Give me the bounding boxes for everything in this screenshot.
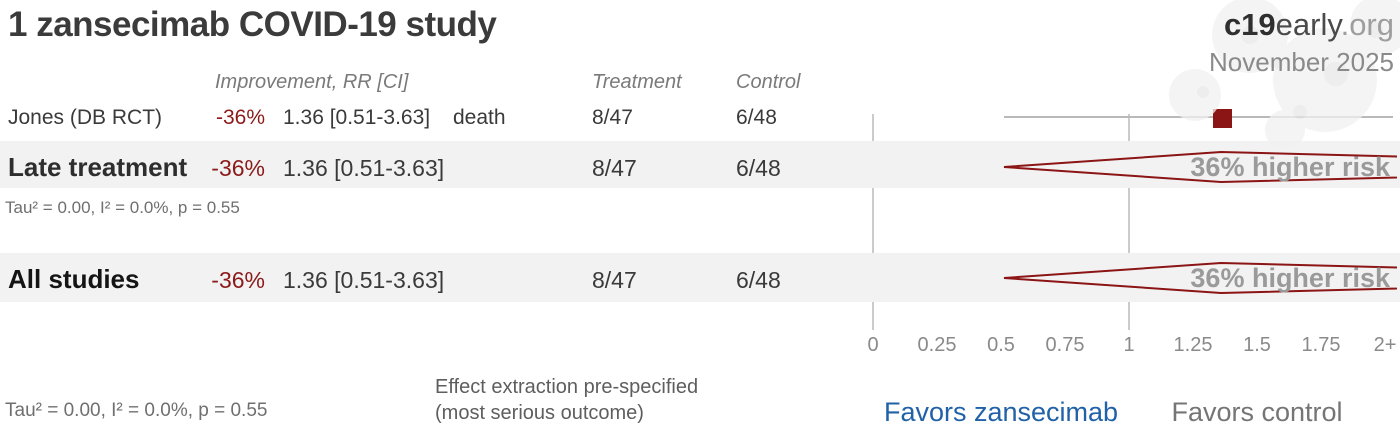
all-rr-ci: 1.36 [0.51-3.63] bbox=[283, 267, 445, 293]
summary-row-all bbox=[0, 253, 1400, 302]
favors-treatment-label: Favors zansecimab bbox=[883, 397, 1119, 427]
axis-tick-025: 0.25 bbox=[917, 334, 957, 356]
gridline-rr-0 bbox=[872, 114, 874, 330]
study-point-estimate-marker bbox=[1213, 109, 1232, 128]
footnote-line1: Effect extraction pre-specified bbox=[435, 376, 699, 398]
gridline-rr-1 bbox=[1128, 114, 1130, 330]
late-control-events: 6/48 bbox=[736, 155, 781, 181]
favors-control-label: Favors control bbox=[1171, 397, 1343, 427]
study-outcome: death bbox=[453, 106, 506, 129]
summary-row-late bbox=[0, 141, 1400, 188]
footnote-line2: (most serious outcome) bbox=[435, 402, 644, 424]
brand-org: .org bbox=[1340, 7, 1394, 42]
study-control-events: 6/48 bbox=[736, 106, 777, 129]
all-summary-diamond-icon bbox=[1003, 261, 1397, 295]
axis-tick-2plus: 2+ bbox=[1373, 334, 1397, 356]
late-rr-ci: 1.36 [0.51-3.63] bbox=[283, 155, 445, 181]
late-effect-label: 36% higher risk bbox=[1190, 152, 1390, 182]
axis-tick-15: 1.5 bbox=[1243, 334, 1271, 356]
all-heterogeneity-stats: Tau² = 0.00, I² = 0.0%, p = 0.55 bbox=[5, 400, 268, 421]
brand-date: November 2025 bbox=[1209, 47, 1394, 77]
late-improvement: -36% bbox=[211, 155, 265, 181]
all-effect-label: 36% higher risk bbox=[1190, 263, 1390, 293]
brand-link[interactable]: c19early.org bbox=[1224, 7, 1394, 43]
all-studies-label: All studies bbox=[8, 264, 140, 294]
late-heterogeneity-stats: Tau² = 0.00, I² = 0.0%, p = 0.55 bbox=[5, 198, 240, 217]
column-header-improvement: Improvement, RR [CI] bbox=[215, 71, 409, 93]
study-improvement: -36% bbox=[215, 106, 265, 129]
column-header-control: Control bbox=[736, 71, 801, 93]
axis-tick-075: 0.75 bbox=[1045, 334, 1085, 356]
all-improvement: -36% bbox=[211, 267, 265, 293]
page-title: 1 zansecimab COVID-19 study bbox=[8, 5, 497, 44]
study-rr-ci: 1.36 [0.51-3.63] bbox=[283, 106, 431, 129]
late-label: Late treatment bbox=[8, 152, 188, 182]
study-label[interactable]: Jones (DB RCT) bbox=[8, 106, 163, 129]
study-treatment-events: 8/47 bbox=[592, 106, 633, 129]
axis-tick-0: 0 bbox=[867, 334, 879, 356]
all-control-events: 6/48 bbox=[736, 267, 781, 293]
brand-c19: c19 bbox=[1223, 7, 1276, 42]
axis-tick-05: 0.5 bbox=[987, 334, 1015, 356]
late-summary-diamond-icon bbox=[1003, 150, 1397, 184]
virus-watermark bbox=[1169, 0, 1400, 150]
axis-tick-1: 1 bbox=[1123, 334, 1135, 356]
late-treatment-events: 8/47 bbox=[592, 155, 637, 181]
brand-early: early bbox=[1275, 7, 1341, 42]
axis-tick-125: 1.25 bbox=[1173, 334, 1213, 356]
all-treatment-events: 8/47 bbox=[592, 267, 637, 293]
column-header-treatment: Treatment bbox=[592, 71, 682, 93]
axis-tick-175: 1.75 bbox=[1301, 334, 1341, 356]
